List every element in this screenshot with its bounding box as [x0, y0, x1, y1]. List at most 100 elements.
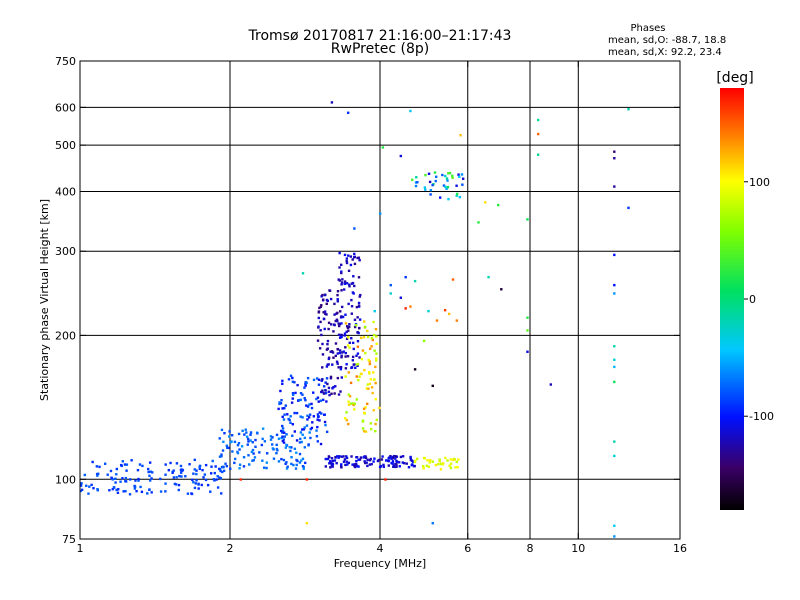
data-point: [211, 459, 214, 463]
data-point: [358, 295, 361, 298]
data-point: [322, 385, 326, 388]
data-point: [355, 456, 358, 459]
data-point: [395, 455, 399, 458]
data-point: [353, 255, 356, 259]
data-point: [317, 383, 321, 386]
data-point: [311, 421, 314, 424]
data-point: [359, 336, 363, 340]
data-point: [384, 478, 387, 481]
data-point: [315, 397, 318, 401]
data-point: [389, 454, 392, 458]
data-point: [119, 480, 122, 483]
data-point: [378, 465, 382, 469]
data-point: [315, 435, 319, 438]
data-point: [342, 460, 346, 463]
data-point: [218, 455, 222, 458]
data-point: [319, 305, 323, 308]
data-point: [353, 262, 357, 266]
data-point: [277, 460, 281, 463]
data-point: [345, 282, 349, 285]
data-point: [277, 437, 281, 440]
data-point: [307, 416, 311, 419]
data-point: [353, 464, 356, 468]
data-point: [346, 344, 350, 347]
data-point: [291, 380, 295, 383]
data-point: [272, 457, 276, 460]
data-point: [366, 329, 369, 333]
data-point: [613, 150, 616, 153]
header: Tromsø 20170817 21:16:00–21:17:43 RwPret…: [248, 28, 512, 57]
data-point: [422, 467, 425, 470]
data-point: [295, 451, 298, 454]
data-point: [133, 485, 137, 489]
data-point: [180, 468, 183, 471]
data-point: [423, 456, 427, 460]
data-point: [339, 335, 343, 339]
data-point: [355, 305, 359, 309]
data-point: [325, 348, 329, 351]
data-point: [355, 354, 358, 358]
phases-line-x: mean, sd,X: 92.2, 23.4: [608, 47, 722, 58]
data-point: [369, 427, 373, 431]
data-point: [134, 479, 137, 482]
data-point: [336, 455, 339, 458]
data-point: [330, 461, 333, 465]
data-point: [327, 321, 331, 325]
data-point: [431, 460, 434, 463]
data-point: [251, 459, 254, 462]
data-point: [258, 451, 261, 454]
data-point: [372, 460, 375, 463]
data-point: [336, 300, 339, 303]
data-point: [290, 456, 293, 459]
data-point: [340, 463, 343, 466]
y-tick-label: 400: [55, 185, 76, 198]
data-point: [280, 436, 283, 440]
data-point: [351, 402, 355, 405]
data-point: [331, 459, 335, 463]
data-point: [359, 456, 363, 459]
data-point: [238, 448, 241, 451]
data-point: [319, 442, 323, 446]
data-point: [329, 323, 333, 326]
data-point: [322, 317, 326, 321]
data-point: [282, 441, 286, 444]
data-point: [414, 181, 418, 184]
data-point: [87, 492, 90, 495]
data-point: [316, 418, 319, 421]
data-point: [299, 431, 303, 434]
data-point: [128, 493, 132, 496]
data-point: [203, 473, 207, 476]
data-point: [353, 363, 356, 366]
data-point: [322, 398, 325, 402]
data-point: [380, 458, 384, 461]
data-point: [355, 363, 358, 366]
data-point: [350, 455, 353, 458]
data-point: [224, 462, 227, 465]
data-point: [255, 431, 259, 435]
data-point: [275, 433, 279, 437]
data-point: [327, 357, 331, 361]
data-point: [139, 485, 142, 489]
data-point: [536, 153, 540, 156]
data-point: [335, 318, 339, 321]
data-point: [214, 465, 217, 468]
data-point: [281, 415, 284, 419]
data-point: [363, 460, 366, 463]
data-point: [340, 466, 343, 469]
data-point: [254, 445, 257, 449]
data-point: [320, 295, 323, 298]
data-point: [302, 428, 306, 431]
data-point: [193, 458, 196, 462]
data-point: [209, 472, 213, 475]
data-point: [279, 429, 283, 433]
data-point: [216, 486, 220, 489]
y-tick-label: 300: [55, 245, 76, 258]
data-point: [252, 458, 255, 462]
data-point: [316, 339, 320, 342]
data-point: [328, 462, 331, 465]
data-point: [323, 420, 327, 424]
data-point: [239, 478, 242, 481]
data-point: [337, 456, 340, 459]
data-point: [355, 398, 358, 401]
